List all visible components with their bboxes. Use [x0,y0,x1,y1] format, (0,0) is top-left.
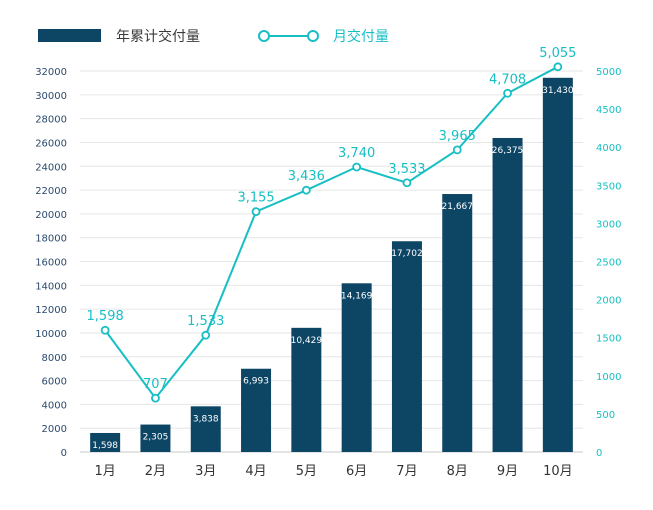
bar [140,424,171,452]
legend-bar-label: 年累计交付量 [116,28,200,45]
line-point [452,145,462,155]
bar [341,283,372,452]
right-axis-tick-label: 500 [596,410,615,421]
bar-data-label: 3,838 [193,414,219,424]
x-axis-category-label: 5月 [296,464,317,479]
bar-series: 1,598 2,305 3,838 6,993 10,429 14,169 17,702 21… [90,77,574,452]
x-axis-category-label: 8月 [447,464,468,479]
legend-line-marker-left [258,30,270,42]
bar-data-label: 10,429 [291,336,323,346]
line-data-label: 3,155 [237,191,274,206]
line-data-label: 3,965 [439,129,476,144]
line-data-label: 707 [143,377,168,392]
right-axis-tick-label: 2000 [596,296,621,307]
left-axis-tick-label: 6000 [42,377,67,388]
right-axis-tick-label: 4500 [596,105,621,116]
bar-data-label: 6,993 [243,377,269,387]
right-axis-tick-label: 1500 [596,334,621,345]
bar [291,327,322,452]
left-axis-tick-label: 14000 [35,281,67,292]
left-axis-tick-label: 12000 [35,305,67,316]
x-axis-category-label: 4月 [245,464,266,479]
left-axis-tick-label: 10000 [35,329,67,340]
legend-line-marker-right [307,30,319,42]
bar-data-label: 17,702 [391,249,423,259]
right-axis-tick-label: 3000 [596,219,621,230]
left-axis-tick-label: 32000 [35,67,67,78]
right-axis-tick-label: 1000 [596,372,621,383]
bar-data-label: 31,430 [542,86,574,96]
x-axis: 1月 2月 3月 4月 5月 6月 7月 8月 9月 10月 [95,464,573,479]
x-axis-category-label: 6月 [346,464,367,479]
right-axis-tick-label: 3500 [596,181,621,192]
bar-data-label: 14,169 [341,291,373,301]
line-point [503,88,512,98]
line-data-label: 4,708 [489,72,526,87]
left-axis-tick-label: 0 [61,448,67,459]
bar [542,77,573,452]
left-axis-tick-label: 8000 [42,353,67,364]
line-data-label: 3,533 [388,162,425,177]
legend: 年累计交付量 月交付量 [38,28,389,45]
left-axis-tick-label: 16000 [35,258,67,269]
line-point [352,162,362,172]
bar [241,368,272,452]
line-path [104,65,559,400]
left-axis-tick-label: 28000 [35,115,67,126]
x-axis-category-label: 9月 [497,464,518,479]
left-axis-tick-label: 24000 [35,162,67,173]
bar-data-label: 26,375 [492,146,524,156]
line-point [201,330,211,340]
legend-line-label: 月交付量 [333,28,389,45]
bar-data-label: 21,667 [442,202,474,212]
x-axis-category-label: 3月 [195,464,216,479]
line-series: 1,598 707 1,533 3,155 3,436 3,740 3,533 3,965 4,… [87,46,576,403]
x-axis-category-label: 10月 [543,464,573,479]
x-axis-category-label: 7月 [396,464,417,479]
left-axis-tick-label: 30000 [35,91,67,102]
line-point [402,178,412,188]
line-data-label: 3,436 [288,169,325,184]
left-axis: 0 2000 4000 6000 8000 10000 12000 14000 16000 180… [35,67,67,459]
bar [90,432,121,452]
bar [391,241,422,452]
right-axis-tick-label: 0 [596,448,602,459]
right-axis-tick-label: 5000 [596,67,621,78]
line-point [151,393,160,403]
bar [492,137,523,452]
x-axis-category-label: 1月 [95,464,116,479]
right-axis-tick-label: 4000 [596,143,621,154]
line-point [100,325,110,335]
left-axis-tick-label: 22000 [35,186,67,197]
line-point [553,62,563,72]
line-data-label: 1,598 [87,309,124,324]
bar-data-label: 1,598 [92,441,118,451]
bar [442,194,473,452]
x-axis-category-label: 2月 [145,464,166,479]
line-point [251,207,261,216]
line-data-label: 1,533 [187,314,224,329]
left-axis-tick-label: 18000 [35,234,67,245]
left-axis-tick-label: 2000 [42,424,67,435]
left-axis-tick-label: 26000 [35,138,67,149]
left-axis-tick-label: 4000 [42,400,67,411]
bar [190,406,221,452]
right-axis-tick-label: 2500 [596,258,621,269]
legend-bar-swatch [38,29,101,42]
left-axis-tick-label: 20000 [35,210,67,221]
line-point [301,185,311,195]
line-data-label: 5,055 [539,46,576,61]
bar-data-label: 2,305 [143,433,169,443]
right-axis: 0 500 1000 1500 2000 2500 3000 3500 4000 4500 5000 [596,67,621,459]
line-data-label: 3,740 [338,146,375,161]
